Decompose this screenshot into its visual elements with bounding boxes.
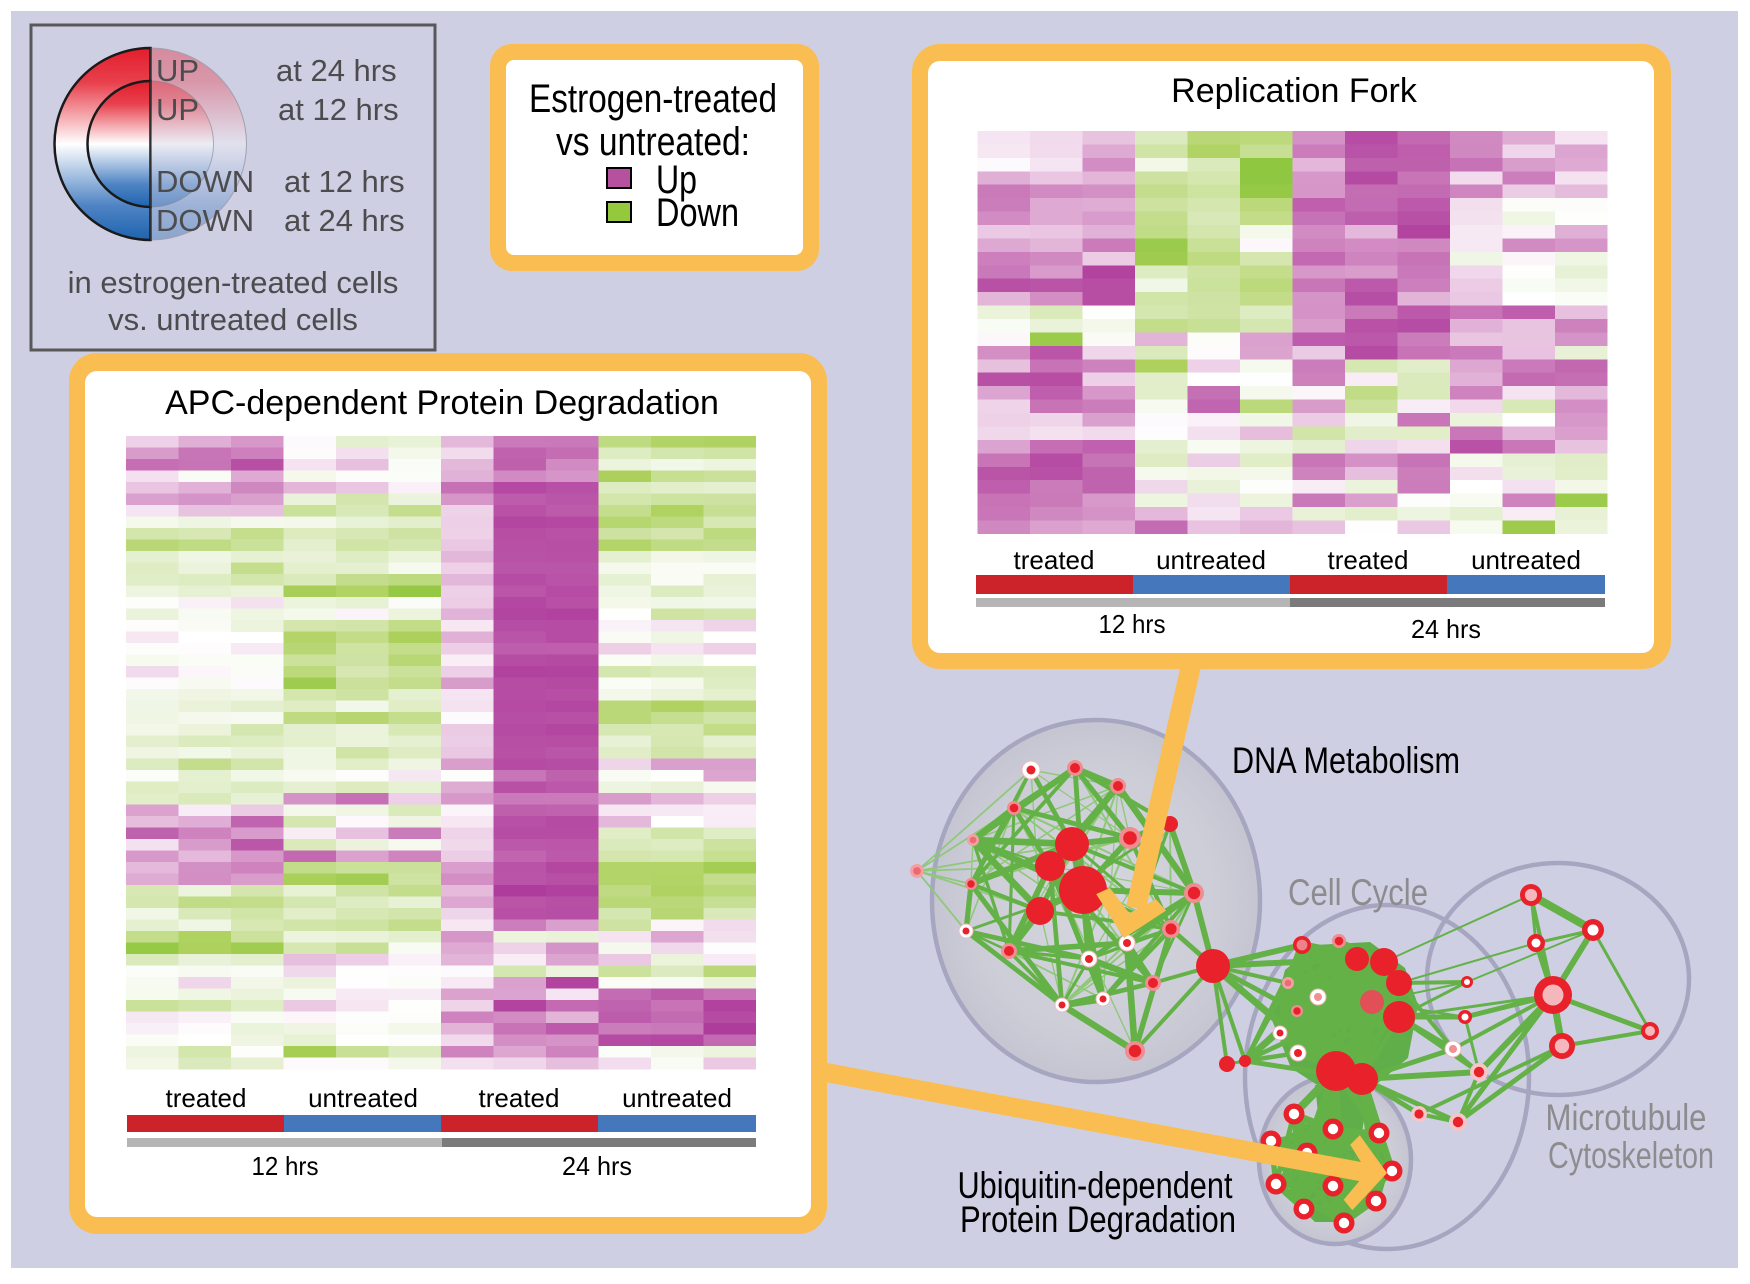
svg-text:Microtubule: Microtubule xyxy=(1546,1097,1707,1138)
svg-text:Protein Degradation: Protein Degradation xyxy=(960,1199,1236,1240)
svg-text:untreated: untreated xyxy=(622,1083,732,1113)
svg-text:DOWN: DOWN xyxy=(156,164,254,199)
svg-text:treated: treated xyxy=(166,1083,247,1113)
svg-text:DNA Metabolism: DNA Metabolism xyxy=(1232,740,1460,781)
svg-text:untreated: untreated xyxy=(1471,545,1581,575)
svg-text:Down: Down xyxy=(656,191,739,235)
svg-text:at 24 hrs: at 24 hrs xyxy=(276,53,397,88)
svg-text:vs untreated:: vs untreated: xyxy=(556,120,750,164)
svg-text:UP: UP xyxy=(156,92,199,127)
svg-text:treated: treated xyxy=(479,1083,560,1113)
svg-text:at 12 hrs: at 12 hrs xyxy=(284,164,405,199)
svg-text:treated: treated xyxy=(1328,545,1409,575)
svg-text:vs. untreated cells: vs. untreated cells xyxy=(108,302,358,337)
svg-text:12 hrs: 12 hrs xyxy=(252,1151,319,1181)
svg-text:untreated: untreated xyxy=(308,1083,418,1113)
svg-text:DOWN: DOWN xyxy=(156,203,254,238)
svg-text:Replication Fork: Replication Fork xyxy=(1171,72,1418,110)
svg-text:Estrogen-treated: Estrogen-treated xyxy=(529,77,777,121)
svg-text:APC-dependent Protein Degradat: APC-dependent Protein Degradation xyxy=(165,384,719,422)
svg-text:UP: UP xyxy=(156,53,199,88)
svg-text:12 hrs: 12 hrs xyxy=(1099,609,1166,639)
svg-text:treated: treated xyxy=(1014,545,1095,575)
svg-text:24 hrs: 24 hrs xyxy=(562,1151,632,1181)
svg-text:at 24 hrs: at 24 hrs xyxy=(284,203,405,238)
svg-text:Cell Cycle: Cell Cycle xyxy=(1288,872,1428,913)
svg-text:Up: Up xyxy=(656,158,697,202)
svg-text:in estrogen-treated cells: in estrogen-treated cells xyxy=(68,265,399,300)
svg-text:Ubiquitin-dependent: Ubiquitin-dependent xyxy=(958,1165,1234,1206)
svg-text:at 12 hrs: at 12 hrs xyxy=(278,92,399,127)
svg-text:Cytoskeleton: Cytoskeleton xyxy=(1548,1135,1714,1176)
svg-text:24 hrs: 24 hrs xyxy=(1411,614,1481,644)
svg-text:untreated: untreated xyxy=(1156,545,1266,575)
